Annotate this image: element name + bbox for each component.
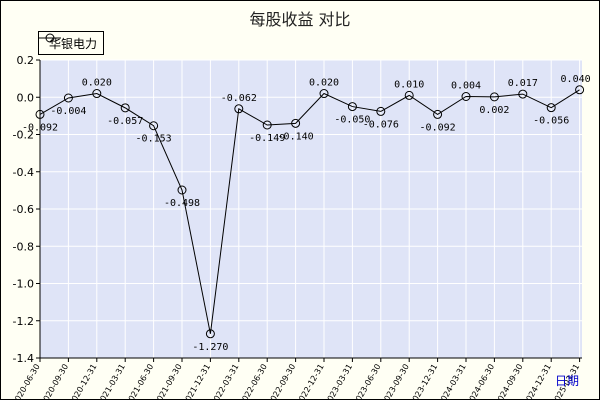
y-tick-label: 0.0 <box>17 91 35 104</box>
x-tick-label: 2020-12-31 <box>67 363 98 400</box>
y-tick-label: -1.2 <box>13 315 34 328</box>
data-label: 0.020 <box>82 78 112 89</box>
data-label: -0.140 <box>278 131 314 142</box>
data-point <box>518 89 528 99</box>
data-point <box>35 109 45 119</box>
x-tick-label: 2021-12-31 <box>181 363 212 400</box>
data-point <box>234 104 244 114</box>
legend-label: 华银电力 <box>49 36 98 51</box>
data-point <box>63 93 73 103</box>
data-label: -1.270 <box>192 342 228 353</box>
y-tick-label: 0.2 <box>17 54 35 67</box>
data-point <box>347 102 357 112</box>
data-point <box>92 89 102 99</box>
x-tick-label: 2024-03-31 <box>437 363 468 400</box>
data-point <box>291 118 301 128</box>
chart-title: 每股收益 对比 <box>249 10 351 29</box>
data-label: 0.010 <box>394 79 424 90</box>
x-tick-label: 2020-09-30 <box>39 363 70 400</box>
data-point <box>262 120 272 130</box>
x-tick-label: 2023-12-31 <box>408 363 439 400</box>
x-tick-label: 2024-06-30 <box>465 363 496 400</box>
data-label: -0.092 <box>420 122 456 133</box>
x-tick-label: 2021-06-30 <box>124 363 155 400</box>
data-point <box>319 89 329 99</box>
data-label: 0.017 <box>508 78 538 89</box>
series-line <box>39 89 580 334</box>
x-tick-label: 2023-03-31 <box>323 363 354 400</box>
y-tick-label: -0.6 <box>13 203 34 216</box>
data-point <box>546 103 556 113</box>
data-label: -0.498 <box>164 198 200 209</box>
data-label: -0.076 <box>363 119 399 130</box>
x-tick-label: 2022-03-31 <box>209 363 240 400</box>
data-point <box>120 103 130 113</box>
x-tick-label: 2022-12-31 <box>295 363 326 400</box>
data-point <box>404 90 414 100</box>
data-label: -0.050 <box>334 115 370 126</box>
data-label: -0.056 <box>533 116 569 127</box>
data-label: 0.020 <box>309 78 339 89</box>
data-label: -0.092 <box>22 122 58 133</box>
x-tick-label: 2024-09-30 <box>493 363 524 400</box>
y-tick-label: -0.4 <box>13 166 34 179</box>
data-label: -0.149 <box>249 133 285 144</box>
x-tick-label: 2022-09-30 <box>266 363 297 400</box>
x-tick-label: 2020-06-30 <box>11 363 42 400</box>
data-label: 0.002 <box>479 105 509 116</box>
data-label: -0.062 <box>221 93 257 104</box>
y-tick-label: -0.2 <box>13 129 34 142</box>
x-tick-label: 2022-06-30 <box>238 363 269 400</box>
x-tick-label: 2021-09-30 <box>153 363 184 400</box>
data-point <box>461 92 471 102</box>
x-axis-name: 日期 <box>555 374 580 388</box>
data-label: -0.004 <box>50 106 86 117</box>
x-tick-label: 2024-12-31 <box>522 363 553 400</box>
data-point <box>575 85 585 95</box>
y-tick-label: -1.4 <box>13 352 34 365</box>
y-tick-label: -1.0 <box>13 278 34 291</box>
x-tick-label: 2021-03-31 <box>96 363 127 400</box>
y-tick-label: -0.8 <box>13 240 34 253</box>
data-point <box>205 329 215 339</box>
data-label: -0.153 <box>136 134 172 145</box>
data-point <box>489 92 499 102</box>
data-label: 0.040 <box>561 74 591 85</box>
data-point <box>433 109 443 119</box>
data-label: -0.057 <box>107 116 143 127</box>
x-tick-label: 2023-06-30 <box>351 363 382 400</box>
data-point <box>376 106 386 116</box>
legend: 华银电力 <box>38 31 105 55</box>
data-point <box>149 121 159 131</box>
data-label: 0.004 <box>451 81 481 92</box>
x-tick-label: 2023-09-30 <box>380 363 411 400</box>
data-point <box>177 185 187 195</box>
